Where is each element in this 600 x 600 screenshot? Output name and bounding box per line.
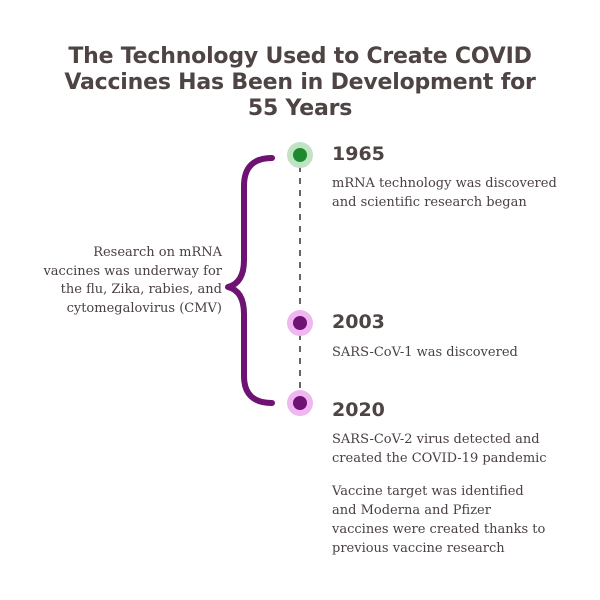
timeline-dot-1965 (287, 142, 313, 168)
event-desc-1965: mRNA technology was discovered and scien… (332, 174, 557, 212)
title-line-3: 55 Years (247, 96, 353, 121)
event-desc-line: mRNA technology was discovered (332, 176, 557, 191)
side-note-line-1: Research on mRNA (93, 245, 222, 260)
event-extra-line: vaccines were created thanks to (332, 522, 546, 537)
event-extra-2020: Vaccine target was identified and Modern… (332, 482, 545, 558)
side-note-line-4: cytomegalovirus (CMV) (66, 300, 222, 316)
event-desc-line: created the COVID-19 pandemic (332, 451, 547, 466)
side-note-line-3: the flu, Zika, rabies, and (60, 282, 222, 297)
diagram-title: The Technology Used to Create COVID Vacc… (0, 44, 600, 122)
event-desc-2003: SARS-CoV-1 was discovered (332, 343, 518, 362)
dot-core (293, 148, 307, 162)
dot-core (293, 316, 307, 330)
title-line-2: Vaccines Has Been in Development for (64, 70, 536, 95)
event-desc-line: SARS-CoV-1 was discovered (332, 345, 518, 360)
timeline-dot-2020 (287, 390, 313, 416)
event-desc-line: SARS-CoV-2 virus detected and (332, 432, 540, 447)
event-extra-line: Vaccine target was identified (332, 484, 524, 499)
side-note: Research on mRNA vaccines was underway f… (14, 244, 222, 318)
event-extra-line: previous vaccine research (332, 541, 505, 556)
event-year-1965: 1965 (332, 143, 385, 165)
event-year-2020: 2020 (332, 399, 385, 421)
event-year-2003: 2003 (332, 311, 385, 333)
side-note-line-2: vaccines was underway for (43, 263, 222, 279)
event-desc-line: and scientific research began (332, 195, 527, 210)
curly-brace (225, 155, 275, 406)
timeline-dot-2003 (287, 310, 313, 336)
event-extra-line: and Moderna and Pfizer (332, 503, 491, 518)
dot-core (293, 396, 307, 410)
title-line-1: The Technology Used to Create COVID (68, 44, 532, 69)
event-desc-2020: SARS-CoV-2 virus detected and created th… (332, 430, 547, 468)
